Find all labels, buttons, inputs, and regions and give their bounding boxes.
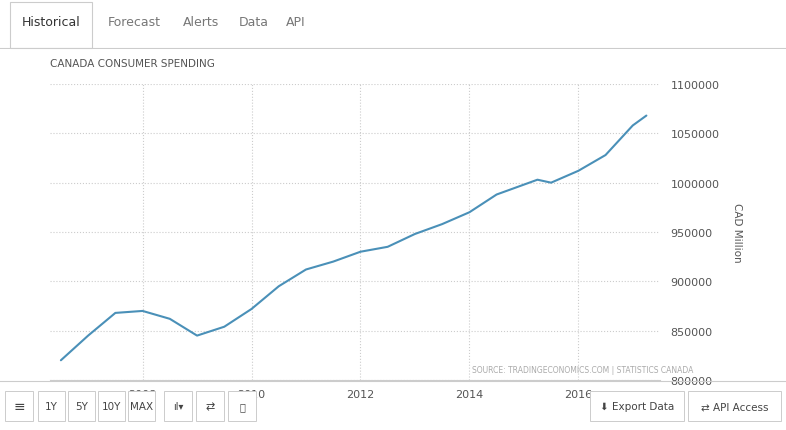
Bar — [10, 3, 92, 49]
Text: 10Y: 10Y — [102, 401, 121, 411]
Bar — [688, 391, 781, 421]
Text: ⬜: ⬜ — [239, 401, 245, 411]
Text: Historical: Historical — [22, 15, 80, 28]
Text: 1Y: 1Y — [45, 401, 58, 411]
Text: API: API — [286, 15, 306, 28]
Text: ⇄ API Access: ⇄ API Access — [701, 401, 768, 411]
Bar — [164, 391, 192, 421]
Bar — [5, 391, 33, 421]
Bar — [228, 391, 256, 421]
Bar — [128, 391, 155, 421]
Text: 5Y: 5Y — [75, 401, 88, 411]
Bar — [38, 391, 65, 421]
Y-axis label: CAD Million: CAD Million — [732, 203, 742, 262]
Bar — [590, 391, 684, 421]
Text: Alerts: Alerts — [183, 15, 219, 28]
Text: MAX: MAX — [130, 401, 153, 411]
Text: Forecast: Forecast — [108, 15, 160, 28]
Text: ≡: ≡ — [13, 399, 25, 413]
Text: ıl▾: ıl▾ — [173, 401, 183, 411]
Text: ⇄: ⇄ — [205, 401, 215, 411]
Text: Data: Data — [239, 15, 269, 28]
Text: SOURCE: TRADINGECONOMICS.COM | STATISTICS CANADA: SOURCE: TRADINGECONOMICS.COM | STATISTIC… — [472, 365, 693, 374]
Bar — [98, 391, 125, 421]
Bar — [196, 391, 224, 421]
Bar — [68, 391, 95, 421]
Text: CANADA CONSUMER SPENDING: CANADA CONSUMER SPENDING — [50, 58, 215, 69]
Text: ⬇ Export Data: ⬇ Export Data — [600, 401, 674, 411]
